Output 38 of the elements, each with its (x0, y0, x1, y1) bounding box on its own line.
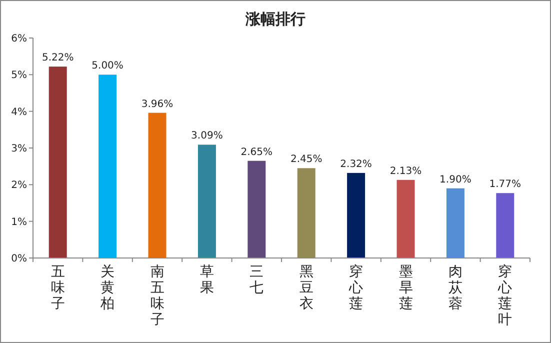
data-label: 2.65% (240, 146, 273, 158)
data-label: 3.96% (141, 98, 174, 110)
data-label: 2.45% (290, 154, 322, 166)
bar (198, 144, 216, 258)
x-tick-label: 南五味子 (150, 264, 164, 328)
data-label: 2.13% (390, 166, 422, 177)
bar (248, 160, 266, 258)
y-tick-label: 5% (11, 70, 27, 82)
bar (148, 112, 166, 258)
bar (446, 188, 464, 258)
bar (347, 172, 366, 258)
bar (396, 180, 415, 258)
x-tick-label: 穿心莲叶 (497, 264, 512, 328)
x-tick-label: 黑豆衣 (299, 264, 314, 312)
x-tick-label: 墨旱莲 (398, 264, 413, 312)
data-label: 2.32% (340, 158, 372, 170)
y-tick-label: 0% (11, 254, 27, 264)
bar (48, 66, 67, 258)
y-tick-label: 3% (11, 144, 27, 154)
x-tick-label: 草果 (200, 264, 214, 296)
bar (496, 193, 514, 258)
data-label: 1.77% (489, 179, 522, 190)
bar (98, 74, 117, 258)
data-label: 5.00% (92, 60, 124, 72)
data-label: 5.22% (42, 52, 74, 64)
x-tick-label: 五味子 (50, 264, 65, 312)
chart-title: 涨幅排行 (244, 10, 306, 28)
bar (297, 168, 316, 258)
y-tick-label: 6% (11, 34, 27, 44)
data-label: 1.90% (440, 174, 472, 186)
x-tick-label: 肉苁蓉 (448, 264, 462, 312)
y-tick-label: 4% (11, 106, 27, 118)
x-tick-label: 穿心莲 (348, 264, 364, 312)
data-label: 3.09% (191, 130, 223, 142)
x-tick-label: 关黄柏 (100, 264, 115, 312)
y-tick-label: 2% (11, 180, 27, 192)
x-tick-label: 三七 (250, 264, 264, 296)
y-tick-label: 1% (11, 216, 27, 228)
